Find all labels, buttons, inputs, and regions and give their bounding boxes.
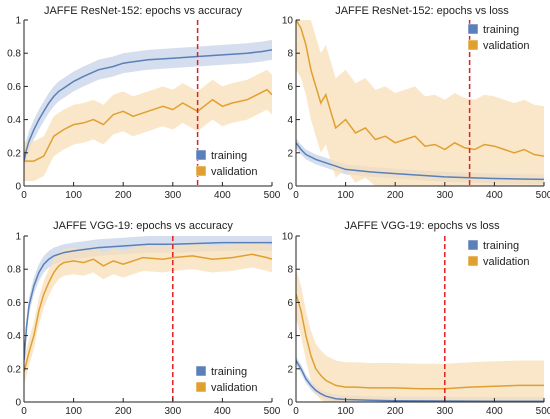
x-tick-label: 100 — [337, 406, 354, 417]
x-tick-label: 0 — [21, 406, 27, 417]
legend-label-training: training — [483, 240, 519, 252]
legend-swatch-validation — [467, 39, 479, 51]
y-tick-label: 0 — [15, 182, 21, 193]
panel-vgg-accuracy: JAFFE VGG-19: epochs vs accuracy 0 100 200… — [7, 220, 281, 417]
y-tick-label: 0.4 — [7, 331, 21, 342]
x-tick-label: 200 — [115, 190, 132, 201]
y-tick-label: 0.6 — [7, 82, 21, 93]
training-series-line — [296, 360, 544, 402]
legend: training validation — [467, 239, 529, 268]
training-series-line — [24, 49, 272, 162]
plot-area — [296, 269, 544, 402]
legend-swatch-training — [467, 23, 479, 35]
x-tick-label: 400 — [486, 190, 503, 201]
plot-area — [24, 39, 272, 181]
plot-area — [24, 236, 272, 386]
y-tick-label: 2 — [287, 364, 293, 375]
y-tick-label: 1 — [15, 232, 21, 243]
x-tick-label: 500 — [536, 406, 550, 417]
legend: training validation — [195, 149, 257, 178]
x-tick-label: 100 — [65, 190, 82, 201]
x-tick-label: 300 — [436, 406, 453, 417]
x-tick-label: 300 — [164, 406, 181, 417]
validation-series-line — [296, 293, 544, 390]
x-tick-label: 100 — [65, 406, 82, 417]
y-tick-label: 10 — [282, 232, 294, 243]
y-tick-label: 10 — [282, 16, 294, 27]
panel-title: JAFFE ResNet-152: epochs vs accuracy — [44, 5, 243, 17]
panel-resnet-loss: JAFFE ResNet-152: epochs vs loss 0 100 200… — [282, 5, 550, 201]
x-tick-label: 200 — [387, 406, 404, 417]
x-tick-label: 0 — [21, 190, 27, 201]
legend-swatch-validation — [195, 381, 207, 393]
x-tick-label: 300 — [436, 190, 453, 201]
validation-confidence-band — [24, 69, 272, 181]
panel-title: JAFFE VGG-19: epochs vs loss — [344, 220, 500, 232]
x-tick-label: 500 — [536, 190, 550, 201]
validation-series-line — [24, 88, 272, 162]
panel-resnet-accuracy: JAFFE ResNet-152: epochs vs accuracy 0 10… — [7, 5, 281, 201]
validation-series-line — [296, 20, 544, 157]
plot-area — [296, 20, 544, 186]
legend-swatch-validation — [467, 255, 479, 267]
x-tick-label: 0 — [293, 190, 299, 201]
legend-label-validation: validation — [211, 382, 257, 394]
legend-label-training: training — [211, 150, 247, 162]
y-tick-label: 0 — [287, 182, 293, 193]
legend-label-validation: validation — [483, 256, 529, 268]
legend-swatch-validation — [195, 165, 207, 177]
y-tick-label: 4 — [287, 331, 293, 342]
y-tick-label: 0.6 — [7, 298, 21, 309]
y-tick-label: 8 — [287, 49, 293, 60]
x-tick-label: 300 — [164, 190, 181, 201]
validation-confidence-band — [296, 269, 544, 402]
legend-label-validation: validation — [483, 40, 529, 52]
x-tick-label: 200 — [115, 406, 132, 417]
x-tick-label: 500 — [264, 190, 281, 201]
x-tick-label: 200 — [387, 190, 404, 201]
y-tick-label: 0.4 — [7, 115, 21, 126]
x-tick-label: 400 — [214, 406, 231, 417]
x-tick-label: 400 — [214, 190, 231, 201]
y-tick-label: 2 — [287, 148, 293, 159]
x-tick-label: 500 — [264, 406, 281, 417]
validation-confidence-band — [296, 20, 544, 186]
y-tick-label: 0 — [287, 398, 293, 409]
training-series-line — [296, 142, 544, 181]
legend: training validation — [195, 365, 257, 394]
y-tick-label: 0.2 — [7, 148, 21, 159]
legend-label-training: training — [211, 366, 247, 378]
legend-swatch-training — [467, 239, 479, 251]
x-tick-label: 0 — [293, 406, 299, 417]
x-tick-label: 100 — [337, 190, 354, 201]
y-tick-label: 6 — [287, 82, 293, 93]
training-series-line — [24, 241, 272, 361]
y-tick-label: 4 — [287, 115, 293, 126]
legend-label-validation: validation — [211, 166, 257, 178]
panel-vgg-loss: JAFFE VGG-19: epochs vs loss 0 100 200 300 4… — [282, 220, 550, 417]
panel-title: JAFFE ResNet-152: epochs vs loss — [335, 5, 509, 17]
legend-swatch-training — [195, 149, 207, 161]
y-tick-label: 0.8 — [7, 49, 21, 60]
y-tick-label: 0.2 — [7, 364, 21, 375]
panel-title: JAFFE VGG-19: epochs vs accuracy — [53, 220, 233, 232]
y-tick-label: 6 — [287, 298, 293, 309]
legend-label-training: training — [483, 24, 519, 36]
validation-series-line — [24, 253, 272, 373]
training-confidence-band — [24, 39, 272, 172]
y-tick-label: 0.8 — [7, 265, 21, 276]
y-tick-label: 0 — [15, 398, 21, 409]
legend: training validation — [467, 23, 529, 52]
y-tick-label: 1 — [15, 16, 21, 27]
y-tick-label: 8 — [287, 265, 293, 276]
legend-swatch-training — [195, 365, 207, 377]
x-tick-label: 400 — [486, 406, 503, 417]
